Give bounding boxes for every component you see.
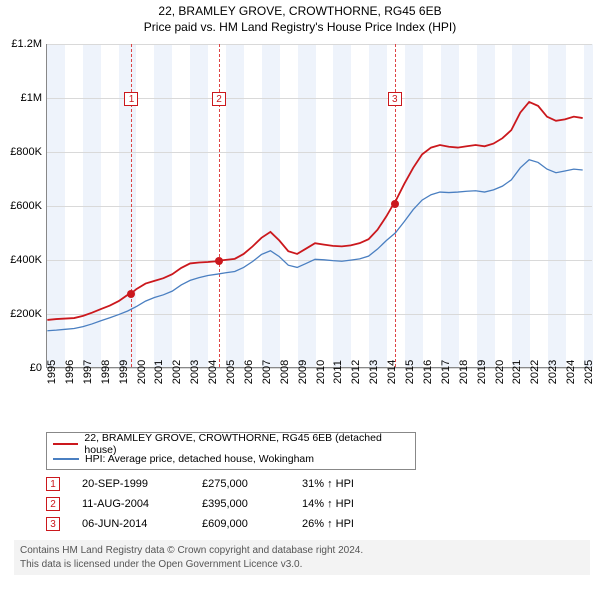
plot-area: 1 2 3 [46, 44, 592, 368]
series-line [47, 102, 582, 320]
y-tick-label: £1.2M [0, 38, 42, 50]
legend-label: HPI: Average price, detached house, Woki… [85, 453, 314, 465]
transaction-price: £395,000 [202, 498, 302, 510]
footer-line-2: This data is licensed under the Open Gov… [20, 558, 584, 572]
transaction-table: 1 20-SEP-1999£275,00031% ↑ HPI 2 11-AUG-200… [46, 474, 590, 534]
marker-label-box: 3 [388, 92, 402, 106]
transaction-row: 3 06-JUN-2014£609,00026% ↑ HPI [46, 514, 590, 534]
transaction-date: 11-AUG-2004 [82, 498, 202, 510]
legend-swatch [53, 458, 79, 460]
transaction-vs-hpi: 14% ↑ HPI [302, 498, 382, 510]
marker-dot [127, 290, 135, 298]
transaction-vs-hpi: 31% ↑ HPI [302, 478, 382, 490]
legend: 22, BRAMLEY GROVE, CROWTHORNE, RG45 6EB … [46, 432, 416, 470]
y-tick-label: £600K [0, 200, 42, 212]
chart-title: 22, BRAMLEY GROVE, CROWTHORNE, RG45 6EB [0, 4, 600, 18]
marker-dot [391, 200, 399, 208]
transaction-index-box: 3 [46, 517, 60, 531]
chart: 123 £0£200K£400K£600K£800K£1M£1.2M199519… [0, 36, 600, 428]
transaction-price: £275,000 [202, 478, 302, 490]
transaction-row: 1 20-SEP-1999£275,00031% ↑ HPI [46, 474, 590, 494]
transaction-price: £609,000 [202, 518, 302, 530]
title-block: 22, BRAMLEY GROVE, CROWTHORNE, RG45 6EB … [0, 0, 600, 36]
marker-dot [215, 257, 223, 265]
marker-label-box: 2 [212, 92, 226, 106]
transaction-index-box: 1 [46, 477, 60, 491]
y-tick-label: £0 [0, 362, 42, 374]
transaction-row: 2 11-AUG-2004£395,00014% ↑ HPI [46, 494, 590, 514]
footer-line-1: Contains HM Land Registry data © Crown c… [20, 544, 584, 558]
chart-subtitle: Price paid vs. HM Land Registry's House … [0, 20, 600, 34]
marker-label-box: 1 [124, 92, 138, 106]
y-tick-label: £200K [0, 308, 42, 320]
transaction-date: 20-SEP-1999 [82, 478, 202, 490]
series-line [47, 160, 582, 331]
y-tick-label: £800K [0, 146, 42, 158]
legend-swatch [53, 443, 78, 445]
transaction-date: 06-JUN-2014 [82, 518, 202, 530]
transaction-vs-hpi: 26% ↑ HPI [302, 518, 382, 530]
y-tick-label: £400K [0, 254, 42, 266]
transaction-index-box: 2 [46, 497, 60, 511]
y-tick-label: £1M [0, 92, 42, 104]
attribution-footer: Contains HM Land Registry data © Crown c… [14, 540, 590, 575]
legend-row: 22, BRAMLEY GROVE, CROWTHORNE, RG45 6EB … [53, 436, 409, 451]
